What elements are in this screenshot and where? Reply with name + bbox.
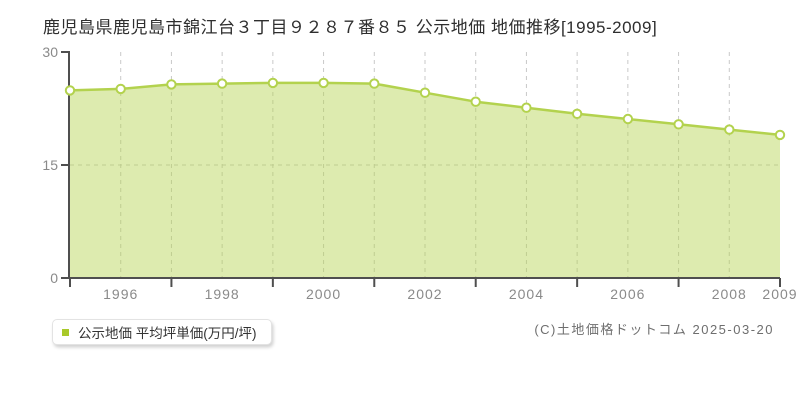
x-tick-label: 2000 (306, 286, 341, 302)
x-tick-label: 2004 (509, 286, 544, 302)
data-point (166, 79, 177, 90)
legend-label: 公示地価 平均坪単価(万円/坪) (78, 326, 257, 341)
legend: 公示地価 平均坪単価(万円/坪) (52, 319, 272, 345)
legend-marker-icon (62, 328, 69, 336)
data-point (419, 87, 431, 98)
x-tick-label: 1998 (205, 286, 240, 302)
copyright-text: (C)土地価格ドットコム 2025-03-20 (534, 322, 774, 337)
data-point (521, 102, 532, 113)
x-tick-label: 2009 (762, 286, 797, 302)
x-tick-label: 1996 (103, 286, 138, 302)
data-point (571, 108, 583, 120)
data-point (774, 129, 786, 141)
x-tick-label: 2002 (407, 286, 442, 302)
data-point (470, 96, 481, 107)
data-point (369, 78, 380, 89)
data-point (216, 78, 228, 89)
y-tick-label: 0 (50, 270, 58, 286)
y-tick-label: 15 (42, 157, 58, 173)
page-title: 鹿児島県鹿児島市錦江台３丁目９２８７番８５ 公示地価 地価推移[1995-200… (43, 18, 658, 37)
data-point (64, 85, 76, 96)
x-tick-label: 2006 (610, 286, 645, 302)
data-point (724, 124, 735, 135)
y-tick-label: 30 (42, 44, 58, 60)
data-point (318, 77, 329, 89)
data-point (115, 83, 126, 95)
x-tick-label: 2008 (712, 286, 747, 302)
area-fill (70, 82, 780, 279)
data-point (267, 77, 279, 89)
price-trend-chart: 0 15 30 1996 1998 2000 2002 2004 2006 2008 2009 (42, 44, 797, 302)
data-point (673, 119, 684, 130)
data-point (622, 113, 634, 125)
